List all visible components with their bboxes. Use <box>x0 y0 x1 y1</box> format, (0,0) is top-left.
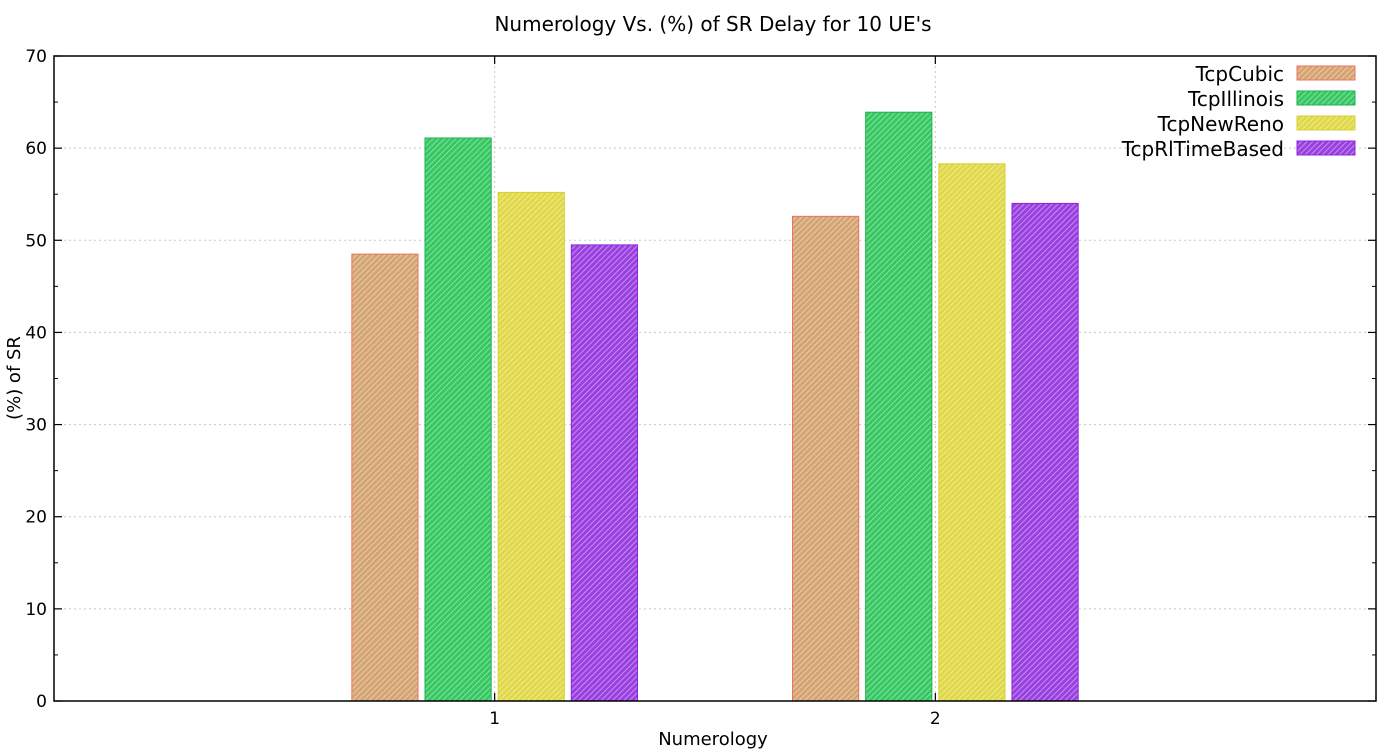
y-tick-label: 30 <box>25 416 47 436</box>
bar-tcprltimebased-2 <box>1011 202 1079 702</box>
x-tick-label: 1 <box>489 709 500 729</box>
y-tick-label: 0 <box>36 692 47 712</box>
bar-tcpillinois-2 <box>865 111 933 702</box>
grid-lines <box>54 56 1376 701</box>
legend-label: TcpIllinois <box>1187 87 1284 111</box>
legend-label: TcpNewReno <box>1157 112 1284 136</box>
legend-swatch <box>1296 115 1356 131</box>
legend-swatch <box>1296 140 1356 156</box>
chart-title: Numerology Vs. (%) of SR Delay for 10 UE… <box>494 12 931 36</box>
y-tick-label: 20 <box>25 508 47 528</box>
y-tick-label: 50 <box>25 231 47 251</box>
bar-tcprltimebased-1 <box>570 244 638 702</box>
y-axis-label: (%) of SR <box>4 336 25 420</box>
y-tick-label: 70 <box>25 47 47 67</box>
legend: TcpCubicTcpIllinoisTcpNewRenoTcpRlTimeBa… <box>1121 62 1356 161</box>
legend-label: TcpRlTimeBased <box>1121 137 1284 161</box>
bar-tcpcubic-2 <box>792 215 860 702</box>
bar-tcpcubic-1 <box>351 253 419 702</box>
bar-tcpnewreno-2 <box>938 163 1006 702</box>
axis-ticks: 0 10 20 30 40 50 60 70 1 2 <box>25 47 1376 729</box>
y-tick-label: 60 <box>25 139 47 159</box>
bars <box>351 111 1079 702</box>
legend-swatch <box>1296 90 1356 106</box>
bar-tcpnewreno-1 <box>497 191 565 702</box>
bar-tcpillinois-1 <box>424 137 492 702</box>
x-tick-label: 2 <box>930 709 941 729</box>
legend-swatch <box>1296 65 1356 81</box>
x-axis-label: Numerology <box>658 729 768 749</box>
y-tick-label: 10 <box>25 600 47 620</box>
legend-label: TcpCubic <box>1195 62 1284 86</box>
y-tick-label: 40 <box>25 323 47 343</box>
